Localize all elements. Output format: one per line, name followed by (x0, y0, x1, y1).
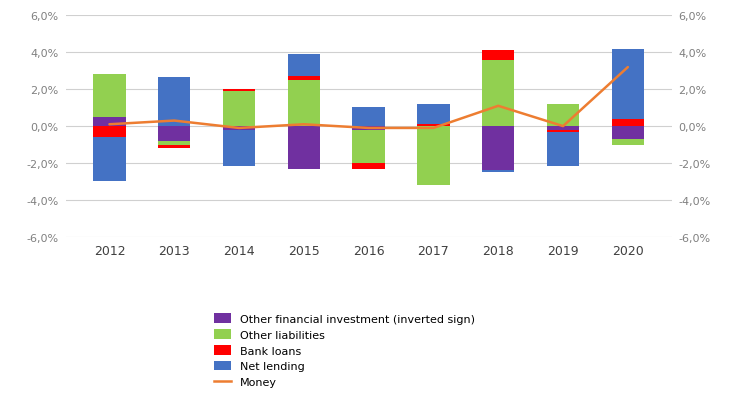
Bar (547, 127, 580, 130)
Bar (158, 142, 191, 145)
Bar (353, 127, 385, 130)
Bar (288, 81, 320, 127)
Bar (288, 127, 320, 169)
Bar (418, 105, 450, 125)
Bar (418, 127, 450, 186)
Bar (547, 105, 580, 127)
Bar (353, 164, 385, 169)
Bar (93, 75, 126, 118)
Bar (612, 127, 644, 140)
Bar (482, 171, 515, 173)
Bar (482, 127, 515, 171)
Bar (158, 145, 191, 149)
Bar (353, 108, 385, 127)
Bar (158, 127, 191, 142)
Bar (612, 49, 644, 119)
Bar (482, 61, 515, 127)
Bar (482, 52, 515, 61)
Bar (223, 90, 256, 92)
Bar (547, 133, 580, 166)
Bar (158, 78, 191, 127)
Bar (93, 127, 126, 138)
Bar (418, 125, 450, 127)
Bar (612, 119, 644, 127)
Bar (223, 92, 256, 127)
Bar (223, 127, 256, 130)
Bar (612, 140, 644, 145)
Bar (223, 130, 256, 166)
Bar (353, 130, 385, 164)
Bar (93, 118, 126, 127)
Bar (93, 138, 126, 182)
Bar (288, 77, 320, 81)
Bar (547, 130, 580, 133)
Legend: Other financial investment (inverted sign), Other liabilities, Bank loans, Net l: Other financial investment (inverted sig… (210, 309, 479, 391)
Bar (288, 55, 320, 77)
